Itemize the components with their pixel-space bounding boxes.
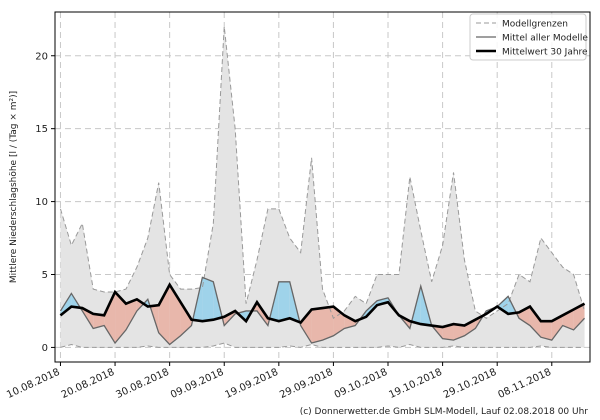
difference-fill: [278, 281, 290, 322]
difference-fill: [322, 306, 334, 341]
difference-fill: [573, 303, 585, 330]
footer: (c) Donnerwetter.de GmbH SLM-Modell, Lau…: [300, 407, 589, 417]
plot-frame: [54, 11, 591, 363]
y-tick-label: 0: [42, 343, 48, 354]
difference-fill: [442, 324, 454, 341]
legend-label: Mittel aller Modelle: [502, 34, 588, 44]
legend-label: Modellgrenzen: [502, 20, 568, 30]
legend-box: [469, 13, 587, 61]
difference-fill: [136, 299, 144, 311]
y-axis-label: Mittlere Niederschlagshöhe [l / (Tag × m…: [9, 91, 19, 283]
difference-fill: [104, 292, 116, 344]
envelope-lower: [60, 342, 585, 348]
difference-fill: [529, 306, 541, 338]
legend: Modellgrenzen Mittel aller Modelle Mittelw…: [469, 13, 588, 61]
difference-fill: [344, 315, 356, 329]
difference-fill: [202, 277, 214, 322]
x-tick-label: 09.10.2018: [333, 367, 390, 401]
envelope-area: [60, 26, 585, 348]
envelope-upper: [59, 26, 586, 320]
x-tick-label: 30.08.2018: [114, 367, 171, 401]
difference-fill: [115, 292, 126, 344]
x-tick-label: 20.08.2018: [60, 367, 117, 401]
difference-fill: [497, 296, 509, 314]
legend-label: Mittelwert 30 Jahre: [502, 48, 588, 58]
x-tick-label: 08.11.2018: [497, 367, 554, 401]
difference-fill: [540, 321, 552, 341]
x-tick-label: 09.09.2018: [169, 367, 226, 401]
difference-fill: [453, 324, 465, 341]
x-tick-label: 29.10.2018: [442, 367, 499, 401]
climate-mean-line: [59, 282, 586, 329]
difference-fill: [125, 299, 137, 330]
difference-fill: [93, 313, 105, 329]
difference-fill: [551, 315, 563, 341]
y-tick-label: 20: [35, 51, 48, 62]
y-tick-label: 15: [35, 124, 48, 135]
y-tick-label: 10: [35, 197, 48, 208]
difference-fill: [464, 319, 476, 336]
x-tick-label: 10.08.2018: [5, 367, 62, 401]
difference-fill: [158, 284, 170, 345]
x-tick-label: 19.09.2018: [224, 367, 281, 401]
difference-fill: [311, 308, 323, 344]
x-tick-label: 29.09.2018: [278, 367, 335, 401]
x-tick-label: 19.10.2018: [387, 367, 444, 401]
difference-fill: [300, 309, 312, 344]
y-tick-label: 5: [42, 270, 48, 281]
